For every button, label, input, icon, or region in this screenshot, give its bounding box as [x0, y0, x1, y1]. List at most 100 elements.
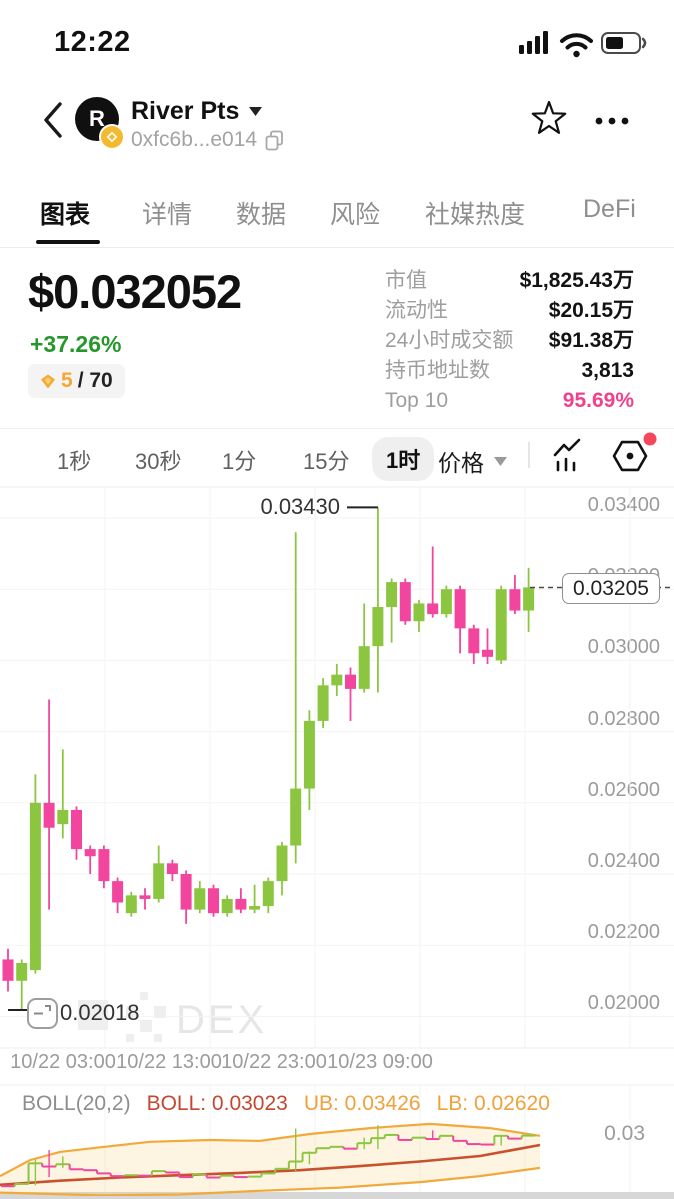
indicator-button[interactable] — [550, 436, 590, 476]
candle — [262, 881, 274, 907]
candle — [523, 587, 535, 611]
stat-row-volume24h: 24小时成交额 $91.38万 — [385, 329, 634, 352]
watermark-blocks — [78, 992, 166, 1042]
token-name: River Pts — [131, 97, 240, 125]
candle — [98, 849, 110, 882]
rank-badge[interactable]: 5 / 70 — [28, 364, 125, 398]
y-axis-label: 0.03400 — [587, 494, 660, 516]
timeframe-1s[interactable]: 1秒 — [57, 449, 92, 474]
candle — [509, 589, 521, 611]
candle — [249, 906, 261, 910]
candle — [57, 809, 69, 825]
boll-lb-value: LB: 0.02620 — [436, 1092, 550, 1115]
rank-total: / 70 — [77, 369, 113, 392]
candle — [372, 607, 384, 647]
star-outline-icon — [531, 100, 567, 134]
ellipsis-icon — [595, 117, 629, 125]
token-name-dropdown[interactable]: River Pts — [131, 97, 263, 126]
tab-social[interactable]: 社媒热度 — [425, 201, 526, 229]
chevron-left-icon — [44, 102, 62, 138]
boll-axis-label: 0.03 — [604, 1122, 645, 1145]
candle — [112, 881, 124, 903]
candle — [290, 788, 302, 846]
candle — [16, 963, 28, 981]
favorite-button[interactable] — [531, 100, 567, 137]
dex-watermark: DEX — [176, 998, 268, 1042]
candle — [29, 802, 41, 971]
stat-value: $20.15万 — [548, 299, 634, 322]
boll-ub-value: UB: 0.03426 — [303, 1092, 421, 1115]
candle — [331, 674, 343, 686]
chart-type-label: 价格 — [438, 450, 484, 476]
stat-label: Top 10 — [385, 389, 449, 412]
candle — [303, 720, 315, 789]
candle — [399, 582, 411, 622]
candle — [345, 674, 356, 689]
chart-type-dropdown[interactable]: 价格 — [438, 444, 508, 478]
timeframe-1m[interactable]: 1分 — [222, 449, 257, 474]
x-axis-label: 10/23 09:00 — [327, 1051, 433, 1073]
candle — [358, 646, 370, 689]
stat-value: 95.69% — [562, 389, 634, 412]
candle — [276, 845, 288, 882]
notification-dot — [643, 432, 657, 446]
timeframe-1h-selected[interactable]: 1时 — [372, 437, 435, 481]
candle — [495, 589, 507, 661]
y-axis-label: 0.02000 — [587, 992, 660, 1015]
tab-details[interactable]: 详情 — [142, 201, 193, 229]
boll-legend[interactable]: BOLL(20,2) BOLL: 0.03023 UB: 0.03426 LB:… — [22, 1092, 550, 1116]
stat-value: $1,825.43万 — [519, 269, 634, 292]
candle — [386, 582, 398, 607]
signal-bars-icon — [519, 31, 548, 54]
timeframe-15m[interactable]: 15分 — [303, 449, 350, 474]
stat-label: 流动性 — [385, 299, 448, 322]
candle — [166, 863, 178, 874]
chart-settings-button[interactable] — [608, 430, 660, 476]
candle — [43, 802, 55, 828]
token-price: $0.032052 — [28, 265, 242, 318]
battery-half-icon — [601, 32, 647, 54]
candle — [71, 809, 82, 850]
timeframe-30s[interactable]: 30秒 — [135, 449, 182, 474]
status-time: 12:22 — [54, 26, 131, 58]
y-axis-label: 0.02200 — [587, 921, 660, 944]
bnb-chain-icon — [99, 124, 125, 150]
caret-down-icon — [494, 456, 507, 466]
stat-row-liquidity: 流动性 $20.15万 — [385, 299, 634, 322]
stat-value: $91.38万 — [548, 329, 634, 352]
x-axis-label: 10/22 03:00 — [10, 1051, 116, 1073]
boll-pane — [0, 1122, 541, 1196]
tab-data[interactable]: 数据 — [236, 201, 287, 229]
candle — [153, 863, 165, 899]
candle — [139, 895, 151, 899]
last-price-tag: 0.03205 — [562, 573, 660, 604]
tab-defi[interactable]: DeFi — [583, 195, 636, 223]
address-text: 0xfc6b...e014 — [131, 128, 258, 151]
candle — [427, 603, 439, 615]
stat-value: 3,813 — [581, 359, 634, 382]
candle — [84, 849, 96, 857]
candle — [180, 874, 192, 910]
toolbar-divider — [528, 442, 530, 468]
copy-icon[interactable] — [265, 130, 284, 151]
contract-address[interactable]: 0xfc6b...e014 — [131, 128, 284, 152]
caret-down-icon — [249, 107, 263, 116]
stat-label: 持币地址数 — [385, 359, 490, 382]
candle — [208, 888, 219, 914]
candle — [317, 685, 329, 721]
candlestick-series — [2, 507, 535, 1010]
wifi-icon — [560, 33, 593, 58]
trend-chart-icon — [553, 438, 581, 472]
tab-chart[interactable]: 图表 — [40, 201, 91, 229]
candle — [482, 649, 493, 657]
candle — [413, 603, 425, 622]
candle — [194, 888, 206, 910]
x-axis-label: 10/22 13:00 — [116, 1051, 222, 1073]
stat-label: 市值 — [385, 269, 427, 292]
tab-risk[interactable]: 风险 — [330, 201, 381, 229]
back-button[interactable] — [40, 100, 66, 140]
avatar-letter: R — [89, 106, 105, 131]
more-button[interactable] — [592, 114, 634, 128]
rank-current: 5 — [61, 369, 73, 392]
